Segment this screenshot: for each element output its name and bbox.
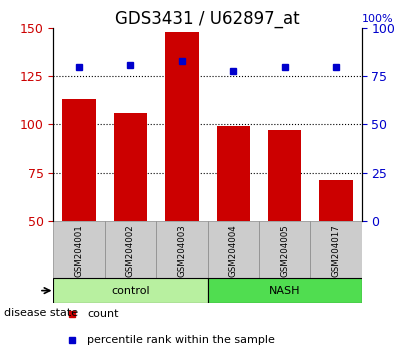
Bar <box>165 32 199 221</box>
Text: GSM204004: GSM204004 <box>229 225 238 278</box>
Title: GDS3431 / U62897_at: GDS3431 / U62897_at <box>115 10 300 28</box>
Bar <box>53 221 105 278</box>
Text: disease state: disease state <box>4 308 78 318</box>
Bar <box>208 278 362 303</box>
Text: percentile rank within the sample: percentile rank within the sample <box>87 335 275 346</box>
Bar <box>156 221 208 278</box>
Bar <box>319 180 353 221</box>
Bar <box>217 126 250 221</box>
Bar <box>53 278 208 303</box>
Bar <box>259 221 310 278</box>
Bar <box>208 221 259 278</box>
Text: 100%: 100% <box>362 15 393 24</box>
Text: GSM204005: GSM204005 <box>280 225 289 278</box>
Bar <box>62 99 96 221</box>
Text: NASH: NASH <box>269 286 300 296</box>
Text: GSM204003: GSM204003 <box>178 225 186 278</box>
Bar <box>105 221 156 278</box>
Text: count: count <box>87 309 119 319</box>
Text: GSM204001: GSM204001 <box>75 225 83 278</box>
Bar <box>268 130 301 221</box>
Text: GSM204002: GSM204002 <box>126 225 135 278</box>
Bar <box>310 221 362 278</box>
Text: control: control <box>111 286 150 296</box>
Text: GSM204017: GSM204017 <box>332 225 340 278</box>
Bar <box>114 113 147 221</box>
